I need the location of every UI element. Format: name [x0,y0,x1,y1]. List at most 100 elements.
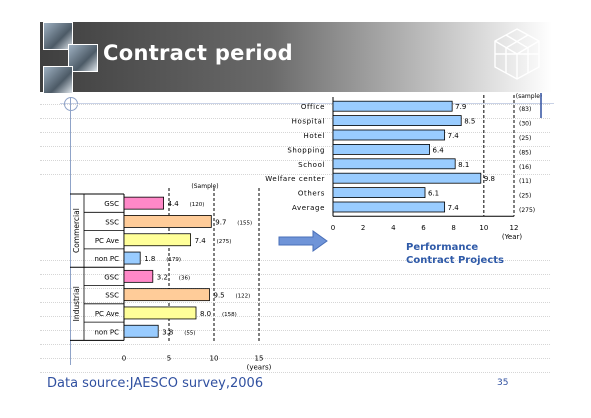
group-label: Industrial [72,286,81,321]
hexagon-logo-icon [494,28,540,80]
value-label: 7.4 [448,204,460,212]
sample-label: (25) [519,135,531,142]
category-label: SSC [105,292,119,300]
background-rule [40,316,550,317]
category-label: PC Ave [95,237,119,245]
sample-header: (sample) [516,93,543,100]
background-rule [40,274,550,275]
category-label: GSC [104,273,119,281]
performance-label-line1: Performance [406,242,479,253]
sample-label: (55) [184,330,195,336]
data-source-footer: Data source:JAESCO survey,2006 [47,376,264,391]
performance-label: Performance Contract Projects [406,241,504,267]
sample-label: (122) [236,294,251,300]
value-label: 9.8 [484,175,495,183]
value-label: 8.5 [464,118,475,126]
sample-label: (16) [519,164,531,171]
value-label: 9.7 [215,218,226,226]
category-label: Hospital [292,118,325,126]
page-number: 35 [497,378,509,388]
background-rule [40,146,550,147]
tick-label: 5 [167,354,171,362]
category-label: Others [298,190,325,198]
value-label: 1.8 [144,255,155,263]
sample-label: (275) [217,239,232,245]
value-label: 6.4 [433,146,445,154]
right-arrow-icon [278,230,328,252]
tick-label: 0 [122,354,126,362]
slide-guide-line-vertical [70,97,71,365]
background-rule [40,132,550,133]
tick-label: 8 [451,224,455,232]
title-banner [40,22,552,92]
background-rule [40,372,550,373]
background-rule [40,174,550,175]
background-rule [40,104,550,105]
category-label: SSC [105,218,119,226]
sample-label: (275) [519,207,535,214]
category-label: Average [292,204,325,212]
bird-photo-3 [43,66,73,94]
sample-header: (Sample) [191,183,218,190]
bar [332,129,446,141]
bar [332,158,456,170]
tick-label: 4 [391,224,396,232]
tick-label: 15 [255,354,264,362]
bar [332,143,430,155]
tick-label: 6 [421,224,426,232]
bar [123,215,212,228]
background-rule [40,330,550,331]
slide-title: Contract period [103,41,293,65]
bar [123,233,191,247]
bar [123,269,154,283]
tick-label: 12 [510,224,519,232]
bar [332,115,462,126]
background-rule [40,160,550,161]
category-label: Welfare center [265,175,325,183]
bar [123,306,197,320]
background-rule [40,302,550,303]
bar [123,251,141,265]
background-rule [40,344,550,345]
group-label: Commercial [72,208,81,253]
tick-label: 10 [210,354,219,362]
sample-label: (36) [179,275,190,281]
sample-label: (11) [519,178,531,185]
sample-label: (85) [519,149,531,156]
bar [123,196,164,210]
background-rule [40,358,550,359]
bar [332,201,446,213]
value-label: 9.5 [214,292,225,300]
category-label: GSC [104,200,119,208]
bar [332,172,482,184]
slide-guide-line-horizontal [60,103,554,104]
value-label: 7.4 [195,237,207,245]
category-label: School [298,161,325,169]
value-label: 3.2 [157,273,168,281]
value-label: 8.0 [200,310,211,318]
performance-label-line2: Contract Projects [406,255,504,266]
value-label: 8.1 [458,161,469,169]
background-rule [40,118,550,119]
sample-label: (120) [190,202,205,208]
category-label: non PC [95,328,120,336]
sample-label: (155) [237,220,252,226]
bird-photo-2 [68,44,98,72]
category-label: PC Ave [95,310,119,318]
axis-label: (years) [247,363,272,371]
bar [123,288,210,302]
tick-label: 0 [331,224,335,232]
category-label: non PC [95,255,120,263]
tick-label: 10 [479,224,488,232]
category-label: Office [301,103,325,111]
sample-label: (25) [519,193,531,200]
bar [332,100,453,112]
value-label: 6.1 [428,190,439,198]
sample-label: (158) [222,312,237,318]
value-label: 4.4 [168,200,180,208]
sample-label: (30) [519,121,531,128]
value-label: 7.9 [455,103,466,111]
